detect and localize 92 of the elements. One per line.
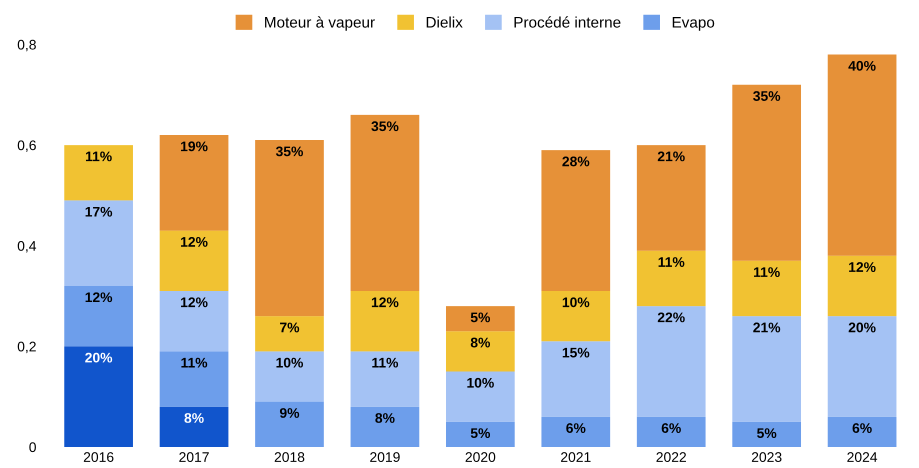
bar xyxy=(636,250,706,306)
data-label: 9% xyxy=(280,408,300,418)
data-label: 10% xyxy=(562,297,590,308)
bar xyxy=(350,290,420,352)
data-label: 5% xyxy=(470,312,490,322)
x-tick-label: 2017 xyxy=(179,452,209,462)
legend-label: Moteur à vapeur xyxy=(265,16,375,31)
data-label: 35% xyxy=(371,121,398,132)
data-label: 5% xyxy=(757,428,776,438)
x-tick-label: 2016 xyxy=(84,452,114,462)
data-label: 11% xyxy=(181,358,208,368)
bar xyxy=(64,145,133,200)
data-label: 12% xyxy=(86,292,112,302)
data-label: 15% xyxy=(562,348,590,358)
data-label: 21% xyxy=(658,151,685,162)
data-label: 10% xyxy=(276,358,304,368)
bar xyxy=(446,331,515,372)
bar xyxy=(160,135,228,231)
bar xyxy=(828,256,896,316)
data-label: 11% xyxy=(86,152,112,162)
bar xyxy=(160,230,228,291)
bar xyxy=(828,316,896,417)
bar xyxy=(64,346,133,447)
bar xyxy=(636,416,706,447)
data-label: 5% xyxy=(470,428,490,438)
bar xyxy=(828,416,896,447)
x-tick-label: 2019 xyxy=(370,452,400,462)
legend-label: Evapo xyxy=(672,17,714,31)
data-label: 11% xyxy=(372,358,398,368)
bar xyxy=(160,290,228,352)
data-label: 40% xyxy=(848,60,876,71)
data-label: 7% xyxy=(280,322,300,332)
data-label: 28% xyxy=(562,156,590,166)
y-tick-label: 0 xyxy=(29,442,36,452)
bar xyxy=(350,406,420,447)
data-label: 12% xyxy=(181,237,208,247)
data-label: 35% xyxy=(276,146,304,156)
y-tick-label: 0,4 xyxy=(18,241,36,253)
bar xyxy=(255,316,324,352)
y-tick-label: 0,8 xyxy=(18,40,36,52)
data-label: 11% xyxy=(754,267,780,278)
x-tick-label: 2022 xyxy=(656,452,686,462)
bar xyxy=(255,351,324,402)
x-tick-label: 2021 xyxy=(561,452,591,462)
bar xyxy=(541,341,610,417)
bar xyxy=(541,290,610,342)
bar xyxy=(636,306,706,417)
data-label: 8% xyxy=(184,413,204,423)
data-label: 6% xyxy=(852,423,872,433)
x-tick-label: 2020 xyxy=(466,452,496,462)
data-label: 19% xyxy=(181,141,208,152)
bar xyxy=(350,351,420,407)
bar xyxy=(636,145,706,251)
bar xyxy=(255,140,324,316)
data-label: 20% xyxy=(848,322,876,332)
data-label: 22% xyxy=(658,312,685,322)
x-tick-label: 2018 xyxy=(274,452,304,462)
bar xyxy=(732,422,802,447)
bar xyxy=(828,54,896,256)
bar xyxy=(446,371,515,422)
x-tick-label: 2023 xyxy=(752,452,782,462)
data-label: 6% xyxy=(566,423,586,433)
data-label: 8% xyxy=(470,338,490,348)
bar xyxy=(732,316,802,422)
x-tick-label: 2024 xyxy=(847,452,878,462)
bar xyxy=(160,406,228,447)
bar xyxy=(160,351,228,407)
bar xyxy=(64,286,133,346)
data-label: 12% xyxy=(849,262,876,272)
bar xyxy=(350,114,420,291)
bar xyxy=(446,306,515,332)
data-label: 12% xyxy=(372,297,398,308)
data-label: 12% xyxy=(181,297,208,308)
bar xyxy=(64,200,133,286)
data-label: 10% xyxy=(467,378,494,388)
bar xyxy=(541,150,610,291)
bar xyxy=(732,260,802,316)
bar xyxy=(255,402,324,447)
data-label: 17% xyxy=(86,206,112,217)
data-label: 6% xyxy=(662,423,681,433)
legend-label: Dielix xyxy=(426,16,463,28)
data-label: 11% xyxy=(658,257,684,267)
bar xyxy=(732,84,802,261)
data-label: 21% xyxy=(753,322,780,332)
bar xyxy=(446,422,515,447)
bar xyxy=(541,416,610,447)
data-label: 8% xyxy=(375,413,395,423)
legend-label: Procédé interne xyxy=(514,16,620,28)
y-tick-label: 0,6 xyxy=(18,140,36,152)
data-label: 35% xyxy=(753,91,780,101)
data-label: 20% xyxy=(85,352,112,363)
y-tick-label: 0,2 xyxy=(18,342,36,354)
